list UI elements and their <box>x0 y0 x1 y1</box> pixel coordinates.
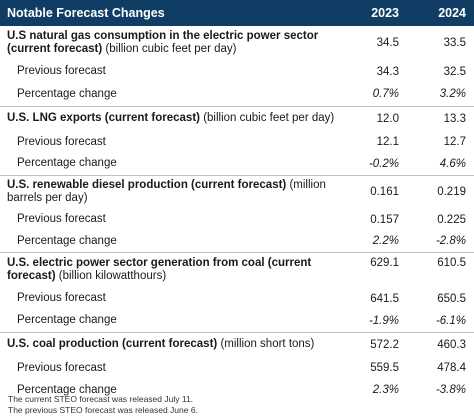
row-label: Percentage change <box>17 234 117 247</box>
table-row-previous-forecast: Previous forecast 0.157 0.225 <box>0 208 474 231</box>
table-row-percentage-change: Percentage change -0.2% 4.6% <box>0 153 474 175</box>
value-2024: 3.2% <box>439 88 466 101</box>
value-2023: 641.5 <box>370 292 399 305</box>
column-header-2024: 2024 <box>407 0 474 26</box>
row-label: Previous forecast <box>17 135 106 148</box>
table-row-previous-forecast: Previous forecast 641.5 650.5 <box>0 287 474 310</box>
value-2024: 4.6% <box>439 157 466 170</box>
value-2023: 0.157 <box>370 213 399 226</box>
row-label: Percentage change <box>17 314 117 327</box>
value-2024: 32.5 <box>443 65 466 78</box>
table-row-previous-forecast: Previous forecast 34.3 32.5 <box>0 60 474 83</box>
value-2023: 0.161 <box>340 174 407 208</box>
metric-unit: (billion cubic feet per day) <box>203 112 335 125</box>
value-2024: 12.7 <box>443 136 466 148</box>
row-label: U.S. renewable diesel production (curren… <box>0 174 340 208</box>
row-label: Previous forecast <box>17 361 106 374</box>
value-2023: -1.9% <box>368 314 399 327</box>
value-2024: 0.225 <box>437 213 466 226</box>
column-header-2023: 2023 <box>340 0 407 26</box>
value-2024: 650.5 <box>437 292 466 305</box>
value-2023: 0.7% <box>372 88 399 101</box>
metric-unit: (million barrels per day) <box>7 178 326 204</box>
table-title: Notable Forecast Changes <box>0 0 340 26</box>
metric-name: U.S. electric power sector generation fr… <box>7 256 312 282</box>
value-2024: 0.219 <box>407 174 474 208</box>
value-2023: 629.1 <box>340 251 407 287</box>
table-row-previous-forecast: Previous forecast 12.1 12.7 <box>0 131 474 153</box>
row-label: U.S. electric power sector generation fr… <box>0 251 340 287</box>
row-label: U.S. LNG exports (current forecast) (bil… <box>0 105 340 131</box>
table-row-previous-forecast: Previous forecast 559.5 478.4 <box>0 357 474 379</box>
value-2023: 12.0 <box>340 105 407 131</box>
forecast-changes-table: Notable Forecast Changes 2023 2024 U.S n… <box>0 0 474 401</box>
value-2024: -6.1% <box>435 314 466 327</box>
value-2023: 572.2 <box>340 331 407 357</box>
footnotes: The current STEO forecast was released J… <box>8 394 198 416</box>
value-2023: 2.3% <box>372 384 399 396</box>
row-label: U.S natural gas consumption in the elect… <box>0 26 340 60</box>
table-row-current-forecast: U.S. LNG exports (current forecast) (bil… <box>0 105 474 131</box>
value-2024: 13.3 <box>407 105 474 131</box>
table-row-percentage-change: Percentage change 0.7% 3.2% <box>0 83 474 106</box>
value-2023: 2.2% <box>372 235 399 248</box>
value-2023: 12.1 <box>376 136 399 148</box>
value-2024: 610.5 <box>407 251 474 287</box>
value-2024: 478.4 <box>437 362 466 374</box>
table-row-current-forecast: U.S. electric power sector generation fr… <box>0 251 474 287</box>
table-header-row: Notable Forecast Changes 2023 2024 <box>0 0 474 26</box>
table-row-percentage-change: Percentage change 2.3% -3.8% <box>0 379 474 401</box>
row-label: Previous forecast <box>17 65 106 77</box>
table-row-current-forecast: U.S natural gas consumption in the elect… <box>0 26 474 60</box>
row-label: Percentage change <box>17 383 117 396</box>
metric-name: U.S. coal production (current forecast) <box>7 338 218 351</box>
metric-unit: (billion kilowatthours) <box>58 269 167 282</box>
row-label: Previous forecast <box>17 292 106 304</box>
value-2023: 34.3 <box>376 65 399 78</box>
value-2024: -3.8% <box>435 384 466 396</box>
row-label: Percentage change <box>17 87 117 100</box>
value-2023: 34.5 <box>376 37 399 49</box>
footnote-previous-release: The previous STEO forecast was released … <box>8 405 198 415</box>
row-label: Previous forecast <box>17 213 106 225</box>
metric-name: U.S natural gas consumption in the elect… <box>7 30 319 55</box>
table-row-current-forecast: U.S. renewable diesel production (curren… <box>0 174 474 208</box>
row-label: U.S. coal production (current forecast) … <box>0 331 340 357</box>
table-row-percentage-change: Percentage change 2.2% -2.8% <box>0 231 474 252</box>
value-2023: -0.2% <box>368 157 399 170</box>
value-2024: 460.3 <box>407 331 474 357</box>
table-row-percentage-change: Percentage change -1.9% -6.1% <box>0 310 474 332</box>
value-2023: 559.5 <box>370 362 399 374</box>
metric-name: U.S. LNG exports (current forecast) <box>7 112 200 125</box>
metric-name: U.S. renewable diesel production (curren… <box>7 178 287 191</box>
value-2024: -2.8% <box>435 235 466 248</box>
metric-unit: (billion cubic feet per day) <box>105 43 237 55</box>
value-2024: 33.5 <box>443 37 466 49</box>
table-row-current-forecast: U.S. coal production (current forecast) … <box>0 331 474 357</box>
row-label: Percentage change <box>17 157 117 170</box>
metric-unit: (million short tons) <box>220 338 315 351</box>
footnote-current-release: The current STEO forecast was released J… <box>8 394 194 404</box>
